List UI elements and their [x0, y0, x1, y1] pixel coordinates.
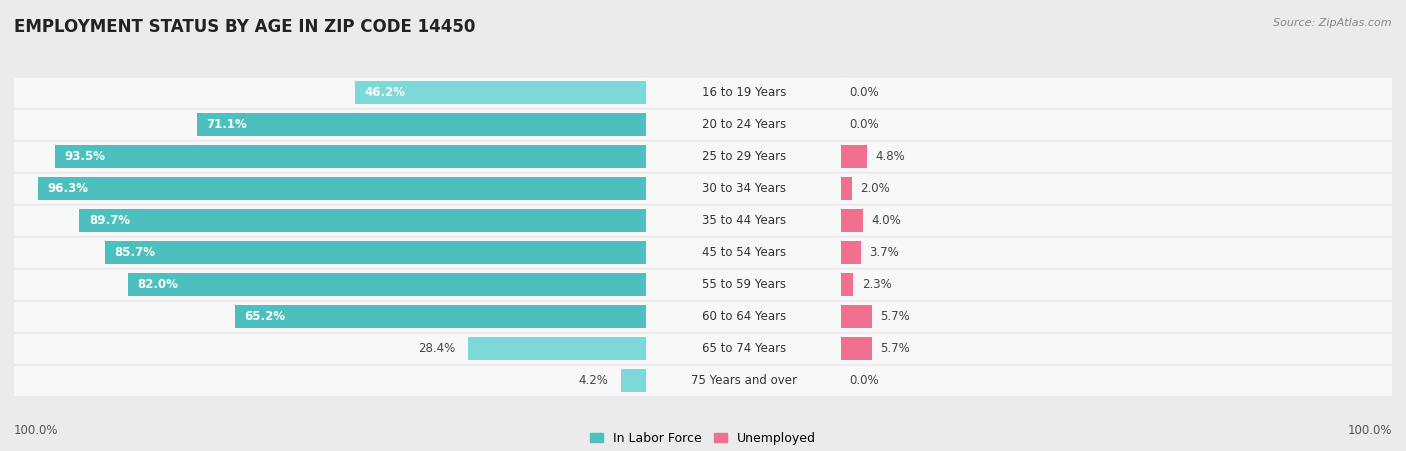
FancyBboxPatch shape	[841, 206, 1392, 236]
FancyBboxPatch shape	[14, 270, 648, 300]
Text: 100.0%: 100.0%	[14, 424, 59, 437]
Text: 100.0%: 100.0%	[1347, 424, 1392, 437]
Bar	[104, 241, 648, 264]
Text: 71.1%: 71.1%	[207, 118, 247, 131]
Text: 46.2%: 46.2%	[364, 86, 405, 99]
Text: EMPLOYMENT STATUS BY AGE IN ZIP CODE 14450: EMPLOYMENT STATUS BY AGE IN ZIP CODE 144…	[14, 18, 475, 36]
Legend: In Labor Force, Unemployed: In Labor Force, Unemployed	[591, 432, 815, 445]
Bar	[841, 337, 872, 360]
FancyBboxPatch shape	[841, 110, 1392, 140]
Text: 28.4%: 28.4%	[418, 342, 456, 355]
Text: 25 to 29 Years: 25 to 29 Years	[702, 150, 786, 163]
FancyBboxPatch shape	[645, 142, 842, 172]
FancyBboxPatch shape	[841, 238, 1392, 268]
Text: 3.7%: 3.7%	[869, 246, 900, 259]
Text: 96.3%: 96.3%	[46, 182, 89, 195]
FancyBboxPatch shape	[645, 334, 842, 364]
FancyBboxPatch shape	[645, 206, 842, 236]
Text: 82.0%: 82.0%	[138, 278, 179, 291]
Text: 65 to 74 Years: 65 to 74 Years	[702, 342, 786, 355]
Text: 2.0%: 2.0%	[860, 182, 890, 195]
Text: 0.0%: 0.0%	[849, 374, 879, 387]
FancyBboxPatch shape	[645, 270, 842, 300]
Bar	[79, 209, 648, 232]
Bar	[841, 145, 868, 168]
FancyBboxPatch shape	[14, 302, 648, 332]
Text: 55 to 59 Years: 55 to 59 Years	[703, 278, 786, 291]
Text: 5.7%: 5.7%	[880, 342, 910, 355]
FancyBboxPatch shape	[645, 302, 842, 332]
Text: Source: ZipAtlas.com: Source: ZipAtlas.com	[1274, 18, 1392, 28]
FancyBboxPatch shape	[841, 302, 1392, 332]
Bar	[197, 113, 648, 136]
Text: 65.2%: 65.2%	[245, 310, 285, 323]
Text: 0.0%: 0.0%	[849, 86, 879, 99]
Text: 85.7%: 85.7%	[114, 246, 155, 259]
Text: 93.5%: 93.5%	[65, 150, 105, 163]
Text: 35 to 44 Years: 35 to 44 Years	[702, 214, 786, 227]
Text: 30 to 34 Years: 30 to 34 Years	[703, 182, 786, 195]
Text: 4.0%: 4.0%	[872, 214, 901, 227]
FancyBboxPatch shape	[14, 142, 648, 172]
Text: 0.0%: 0.0%	[849, 118, 879, 131]
FancyBboxPatch shape	[841, 366, 1392, 396]
Text: 89.7%: 89.7%	[89, 214, 129, 227]
Bar	[841, 209, 863, 232]
Bar	[38, 177, 648, 200]
FancyBboxPatch shape	[14, 78, 648, 108]
FancyBboxPatch shape	[841, 78, 1392, 108]
FancyBboxPatch shape	[841, 174, 1392, 204]
Bar	[621, 369, 648, 392]
FancyBboxPatch shape	[645, 110, 842, 140]
Text: 45 to 54 Years: 45 to 54 Years	[702, 246, 786, 259]
FancyBboxPatch shape	[14, 206, 648, 236]
FancyBboxPatch shape	[645, 366, 842, 396]
FancyBboxPatch shape	[14, 174, 648, 204]
Text: 16 to 19 Years: 16 to 19 Years	[702, 86, 786, 99]
Text: 2.3%: 2.3%	[862, 278, 891, 291]
FancyBboxPatch shape	[14, 238, 648, 268]
FancyBboxPatch shape	[645, 78, 842, 108]
Text: 4.2%: 4.2%	[579, 374, 609, 387]
FancyBboxPatch shape	[645, 174, 842, 204]
FancyBboxPatch shape	[841, 270, 1392, 300]
Bar	[128, 273, 648, 296]
FancyBboxPatch shape	[841, 334, 1392, 364]
Bar	[468, 337, 648, 360]
Text: 60 to 64 Years: 60 to 64 Years	[702, 310, 786, 323]
Text: 4.8%: 4.8%	[876, 150, 905, 163]
FancyBboxPatch shape	[14, 334, 648, 364]
Bar	[841, 241, 862, 264]
Bar	[841, 305, 872, 328]
Bar	[235, 305, 648, 328]
Text: 5.7%: 5.7%	[880, 310, 910, 323]
Bar	[55, 145, 648, 168]
Text: 75 Years and over: 75 Years and over	[692, 374, 797, 387]
FancyBboxPatch shape	[14, 366, 648, 396]
FancyBboxPatch shape	[14, 110, 648, 140]
Bar	[356, 81, 648, 104]
FancyBboxPatch shape	[645, 238, 842, 268]
Text: 20 to 24 Years: 20 to 24 Years	[702, 118, 786, 131]
Bar	[841, 273, 853, 296]
Bar	[841, 177, 852, 200]
FancyBboxPatch shape	[841, 142, 1392, 172]
